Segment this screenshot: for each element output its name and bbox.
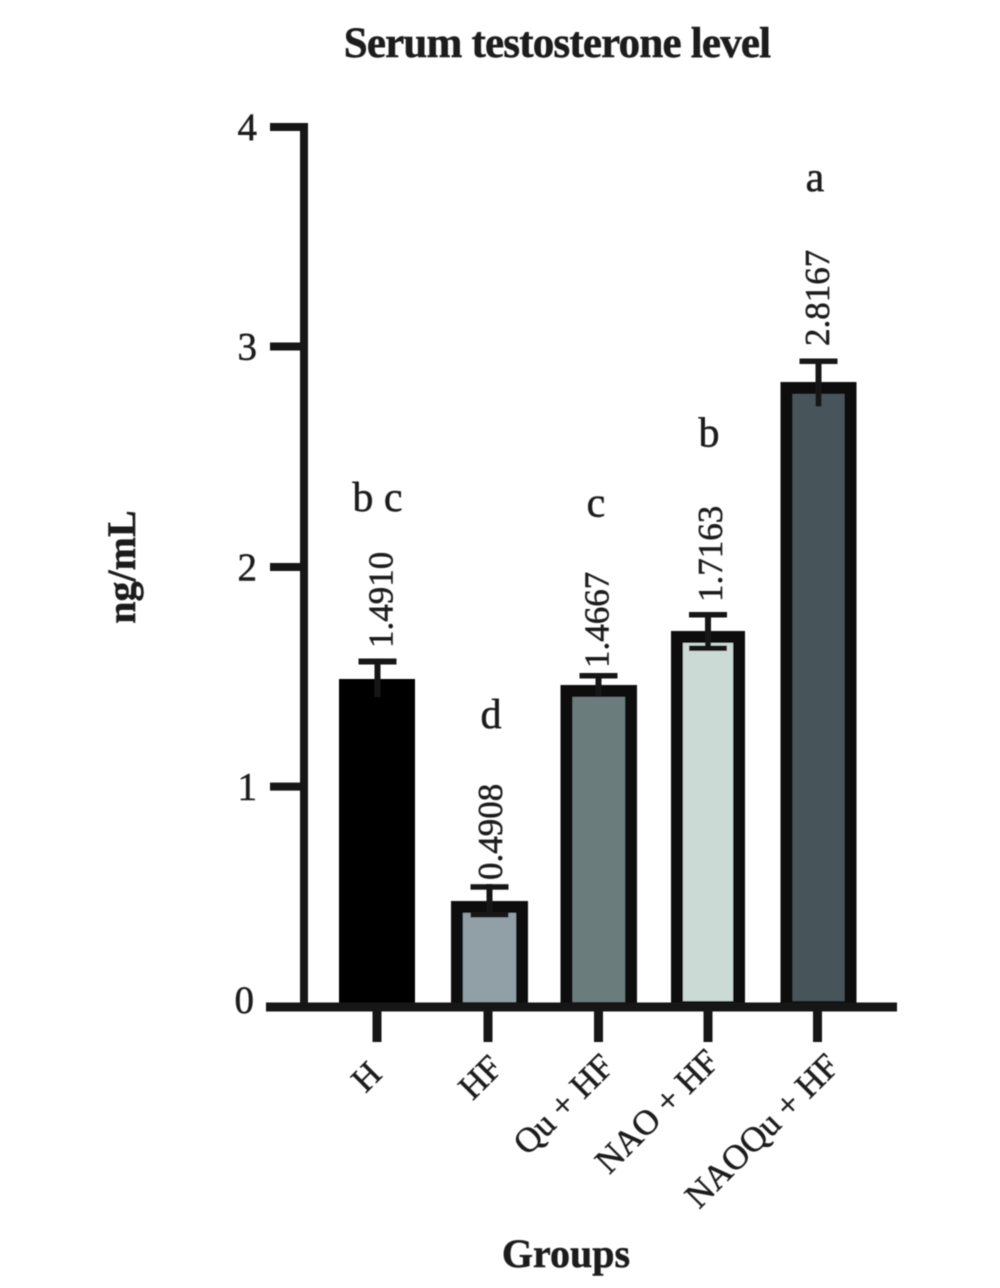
svg-text:1.4910: 1.4910 — [362, 552, 401, 648]
svg-text:Groups: Groups — [502, 1231, 630, 1276]
svg-text:1.4667: 1.4667 — [578, 572, 617, 668]
svg-text:d: d — [481, 692, 502, 738]
svg-text:Serum testosterone level: Serum testosterone level — [344, 20, 771, 67]
svg-text:c: c — [587, 481, 606, 527]
svg-text:b c: b c — [352, 475, 402, 521]
svg-text:1.7163: 1.7163 — [691, 506, 730, 602]
svg-text:b: b — [699, 411, 720, 457]
svg-text:ng/mL: ng/mL — [99, 510, 144, 623]
svg-text:2: 2 — [238, 546, 258, 589]
svg-text:0: 0 — [235, 979, 255, 1022]
svg-text:2.8167: 2.8167 — [798, 250, 837, 346]
svg-text:3: 3 — [238, 326, 258, 369]
svg-text:1: 1 — [238, 766, 258, 809]
svg-text:0.4908: 0.4908 — [471, 784, 510, 880]
svg-text:4: 4 — [238, 106, 258, 149]
svg-text:a: a — [806, 155, 825, 201]
